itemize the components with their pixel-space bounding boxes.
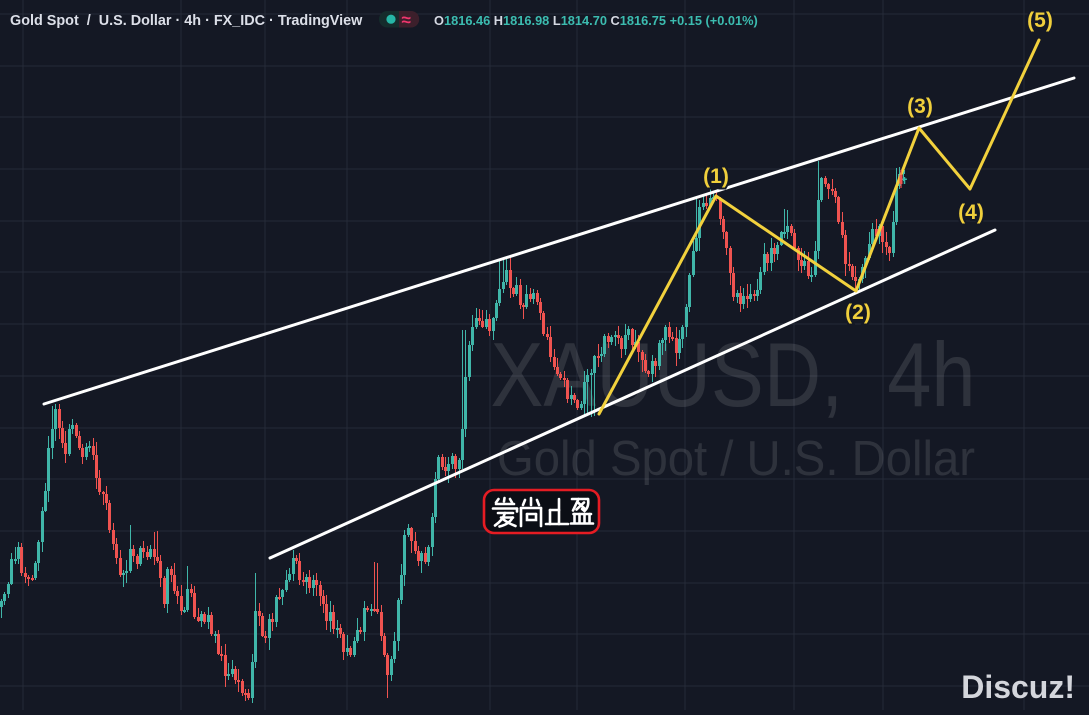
- svg-text:(5): (5): [1027, 9, 1053, 32]
- svg-text:XAUUSD, 4h: XAUUSD, 4h: [491, 325, 976, 426]
- svg-text:Discuz!: Discuz!: [961, 669, 1075, 705]
- svg-text:Gold Spot / U.S. Dollar: Gold Spot / U.S. Dollar: [497, 432, 975, 486]
- svg-text:(2): (2): [845, 301, 871, 324]
- svg-text:Gold Spot / U.S. Dollar · 4h: Gold Spot / U.S. Dollar · 4h · FX_IDC · …: [10, 13, 363, 29]
- svg-text:(1): (1): [703, 165, 729, 188]
- svg-text:≈: ≈: [402, 11, 411, 30]
- svg-text:(3): (3): [907, 95, 933, 118]
- svg-text:O1816.46 H1816.98 L1814.70: O1816.46 H1816.98 L1814.70 C1816.75 +0.1…: [434, 13, 758, 28]
- svg-text:(4): (4): [958, 201, 984, 224]
